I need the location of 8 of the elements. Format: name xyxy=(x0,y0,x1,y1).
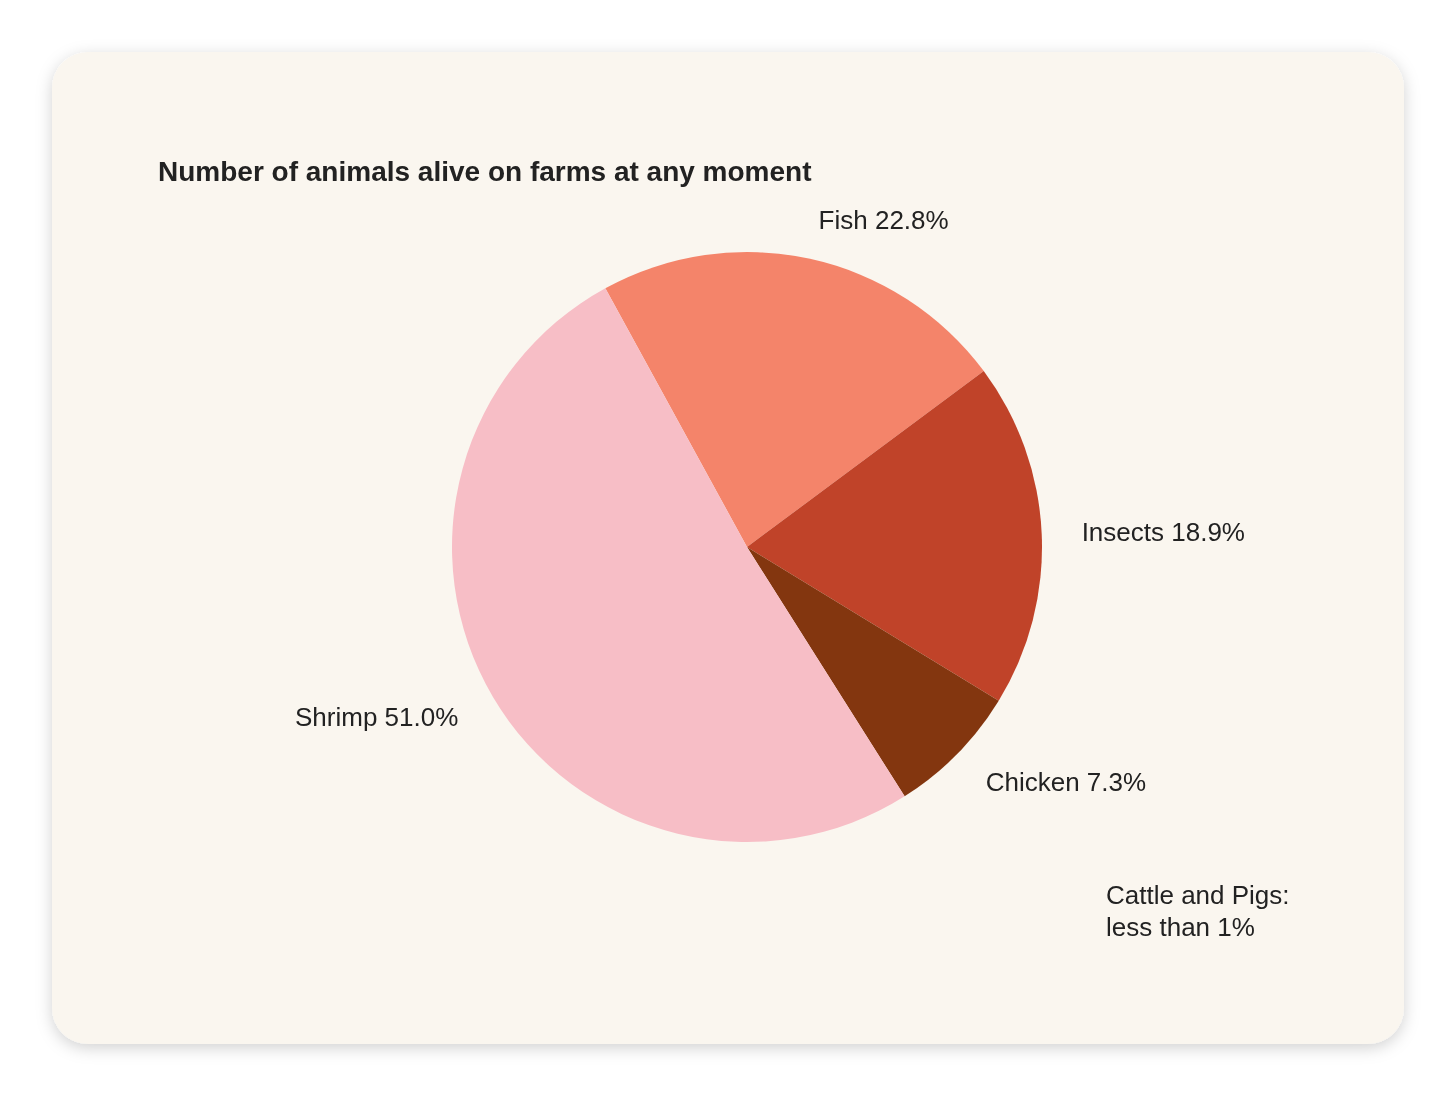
slice-label: Fish 22.8% xyxy=(818,204,949,235)
slice-label: Chicken 7.3% xyxy=(985,767,1147,798)
chart-title: Number of animals alive on farms at any moment xyxy=(158,156,812,187)
pie-slice xyxy=(747,371,1042,701)
slice-label: Insects 18.9% xyxy=(1081,516,1245,547)
slice-label: Shrimp 51.0% xyxy=(295,702,459,733)
pie-slice xyxy=(605,252,984,547)
text: Cattle and Pigs: less than 1% xyxy=(1106,880,1290,942)
